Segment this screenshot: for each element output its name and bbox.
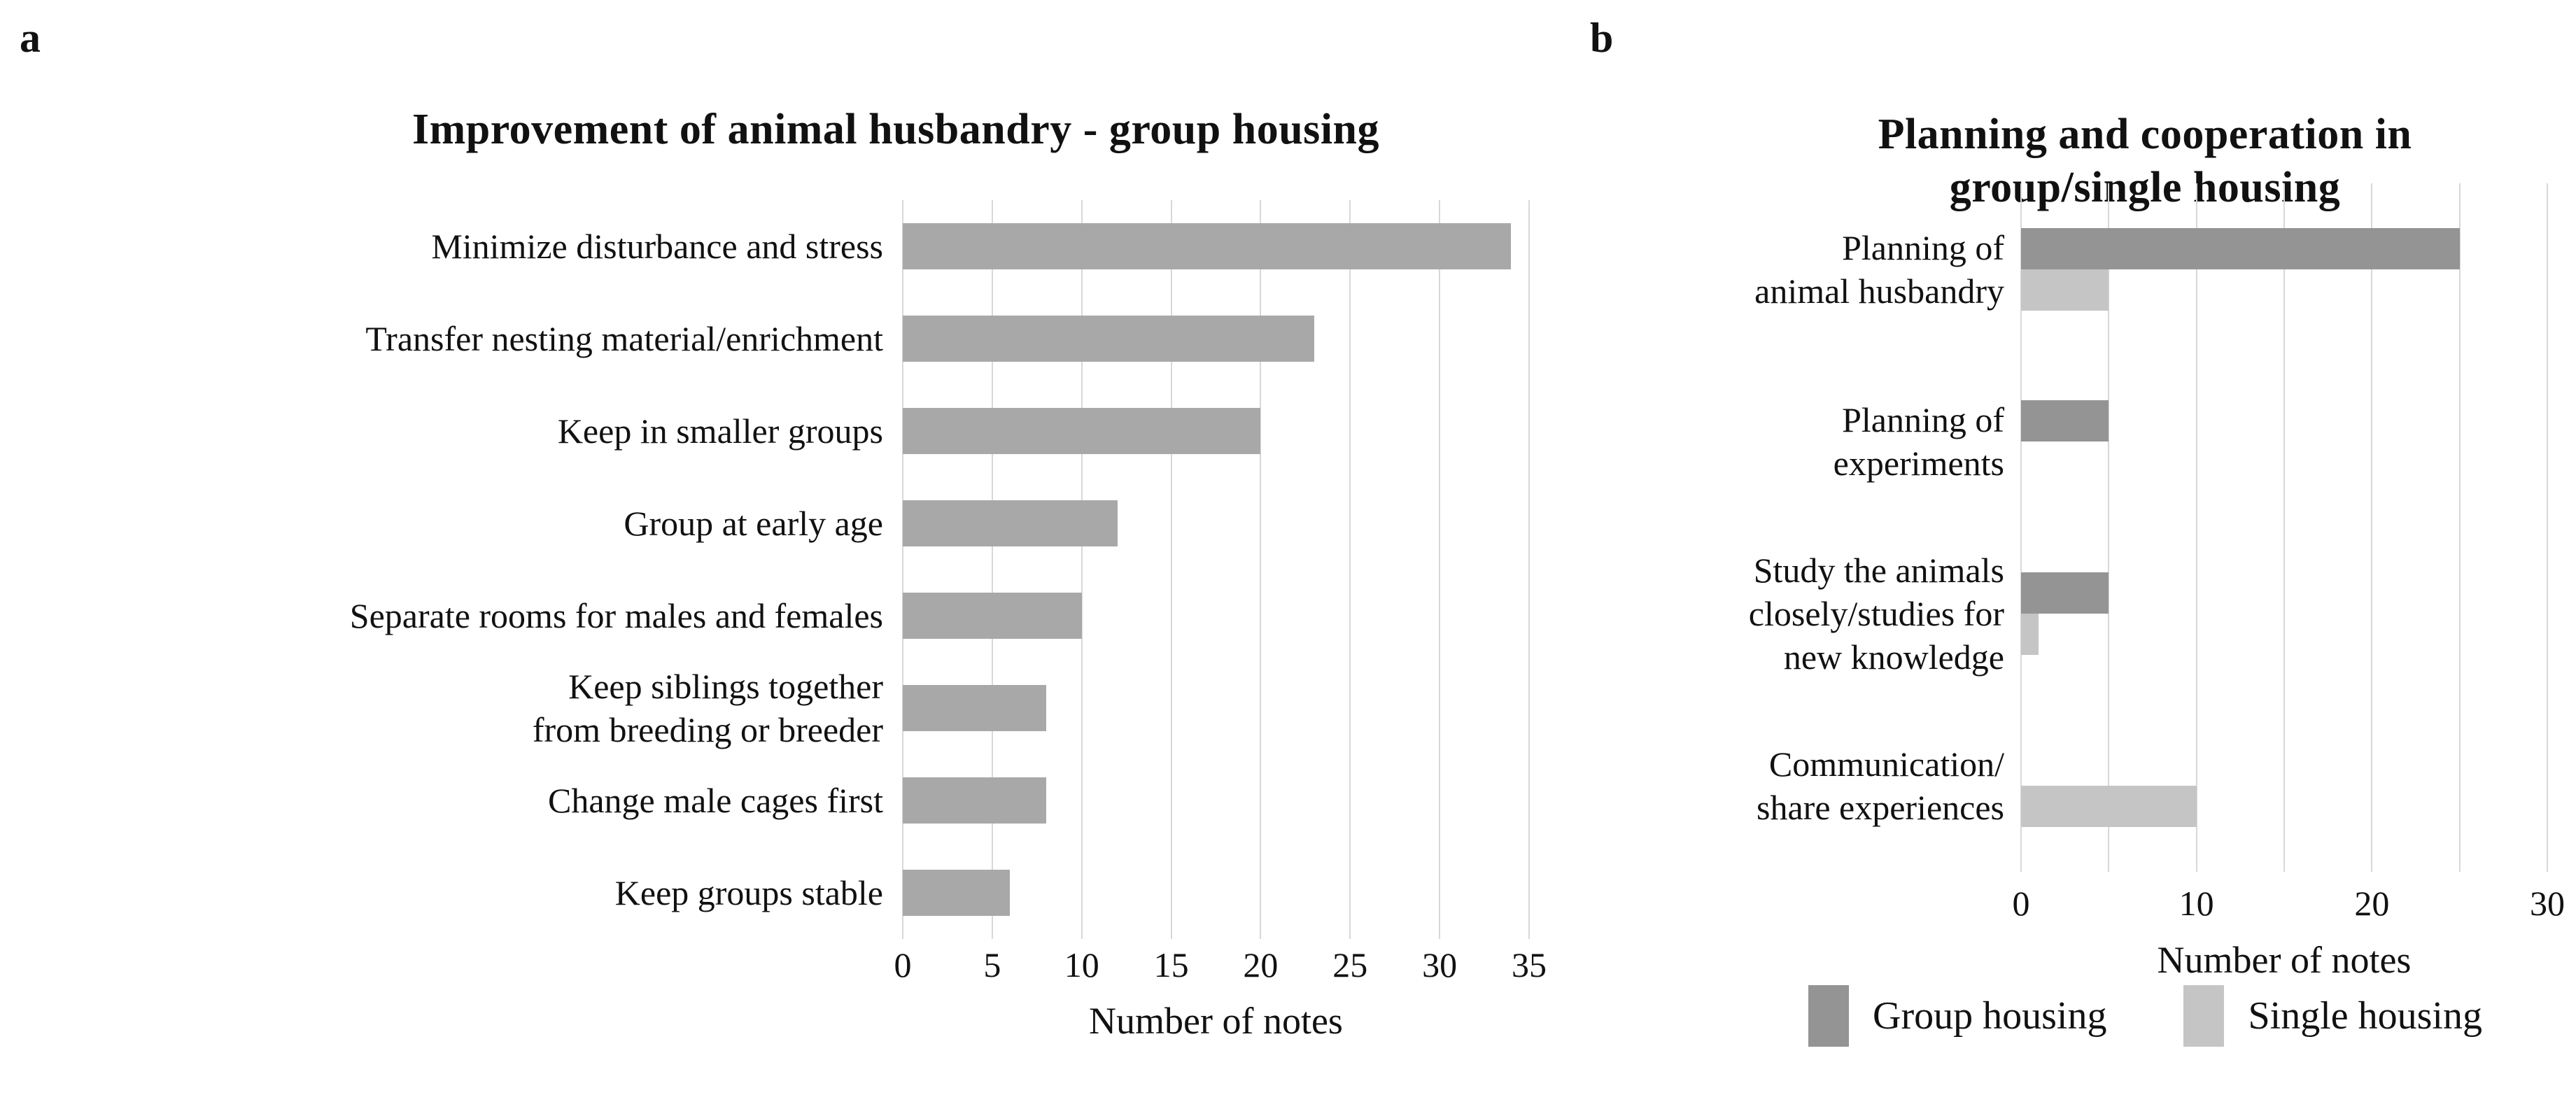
- bar: [903, 593, 1082, 639]
- gridline: [1349, 200, 1351, 939]
- category-label: Study the animals closely/studies for ne…: [1748, 551, 2004, 677]
- panel-a-chart: Improvement of animal husbandry - group …: [119, 106, 1547, 1042]
- gridline: [2283, 183, 2285, 872]
- legend-label: Single housing: [2248, 994, 2482, 1038]
- bar: [903, 408, 1261, 454]
- bar: [903, 500, 1118, 546]
- category-label: Keep siblings together from breeding or …: [532, 667, 883, 749]
- bar: [903, 685, 1046, 731]
- x-axis-tick-label: 10: [2179, 884, 2214, 923]
- category-label: Group at early age: [624, 504, 883, 543]
- x-axis-tick-label: 5: [983, 945, 1001, 984]
- x-axis-title: Number of notes: [2157, 939, 2412, 981]
- bar: [903, 777, 1046, 824]
- legend-swatch: [2183, 985, 2225, 1047]
- panel-b-letter: b: [1590, 15, 1614, 61]
- legend-item-single-housing: Single housing: [2183, 985, 2482, 1047]
- legend-item-group-housing: Group housing: [1808, 985, 2106, 1047]
- category-row: [903, 847, 1011, 939]
- category-row: [2021, 700, 2197, 872]
- bar: [903, 870, 1011, 916]
- x-axis-tick-label: 25: [1332, 945, 1368, 984]
- x-axis-tick-label: 10: [1064, 945, 1099, 984]
- panel-b-plot-area: Planning of animal husbandry Planning of …: [1722, 183, 2565, 981]
- gridline: [2371, 183, 2373, 872]
- category-label: Planning of animal husbandry: [1754, 228, 2004, 311]
- panel-a-plot-area: Minimize disturbance and stress Transfer …: [119, 200, 1547, 1042]
- panel-a-letter: a: [20, 15, 41, 61]
- category-labels-column: Minimize disturbance and stress Transfer …: [119, 200, 903, 939]
- category-row: [903, 200, 1512, 292]
- x-axis-tick-label: 20: [1243, 945, 1279, 984]
- gridline: [2195, 183, 2197, 872]
- category-row: [903, 385, 1261, 477]
- bar-group-housing: [2021, 572, 2109, 614]
- x-axis-tick-label: 30: [2530, 884, 2565, 923]
- category-label: Keep groups stable: [614, 873, 883, 912]
- category-label: Separate rooms for males and females: [349, 596, 883, 635]
- gridline: [2458, 183, 2461, 872]
- category-row: [903, 662, 1046, 754]
- category-row: [2021, 183, 2460, 355]
- x-axis-tick-label: 35: [1512, 945, 1547, 984]
- bar-single-housing: [2021, 269, 2109, 311]
- legend: Group housing Single housing: [1715, 985, 2576, 1047]
- category-row: [903, 570, 1082, 662]
- legend-label: Group housing: [1873, 994, 2107, 1038]
- category-row: [903, 292, 1315, 385]
- category-label: Minimize disturbance and stress: [431, 227, 883, 266]
- x-axis-tick-label: 30: [1422, 945, 1458, 984]
- x-axis-tick-label: 0: [894, 945, 912, 984]
- category-label: Communication/ share experiences: [1757, 744, 2004, 827]
- gridline: [2020, 183, 2022, 872]
- category-label: Transfer nesting material/enrichment: [365, 319, 883, 358]
- legend-swatch: [1808, 985, 1850, 1047]
- category-row: [903, 477, 1118, 570]
- x-axis-title: Number of notes: [1089, 1000, 1343, 1042]
- gridline: [1439, 200, 1441, 939]
- panel-b-title: Planning and cooperation in group/single…: [1878, 111, 2412, 212]
- x-axis-tick-label: 15: [1153, 945, 1189, 984]
- gridline: [902, 200, 903, 939]
- bar-single-housing: [2021, 786, 2197, 827]
- category-row: [2021, 528, 2109, 700]
- category-label: Planning of experiments: [1833, 400, 2004, 483]
- category-labels-column: Planning of animal husbandry Planning of …: [1722, 183, 2021, 872]
- gridline: [1170, 200, 1172, 939]
- plot-grid-area: 0 5 10 15 20 25 30 35 Number of notes: [894, 200, 1547, 1042]
- gridline: [1260, 200, 1262, 939]
- bar: [903, 223, 1512, 269]
- gridline: [2547, 183, 2548, 872]
- plot-grid-area: 0 10 20 30 Number of notes: [2013, 183, 2565, 981]
- panel-b-chart: Planning and cooperation in group/single…: [1715, 0, 2576, 1102]
- panel-a-title: Improvement of animal husbandry - group …: [411, 106, 1380, 154]
- gridline: [1528, 200, 1530, 939]
- gridline: [991, 200, 993, 939]
- x-axis-tick-label: 0: [2012, 884, 2030, 923]
- gridline: [1081, 200, 1083, 939]
- bar: [903, 316, 1315, 362]
- bar-group-housing: [2021, 400, 2109, 441]
- category-label: Keep in smaller groups: [557, 411, 883, 451]
- category-row: [903, 754, 1046, 847]
- bar-group-housing: [2021, 228, 2460, 269]
- x-axis-tick-label: 20: [2354, 884, 2390, 923]
- bar-single-housing: [2021, 614, 2039, 655]
- category-label: Change male cages first: [548, 781, 883, 820]
- gridline: [2108, 183, 2110, 872]
- category-row: [2021, 355, 2109, 528]
